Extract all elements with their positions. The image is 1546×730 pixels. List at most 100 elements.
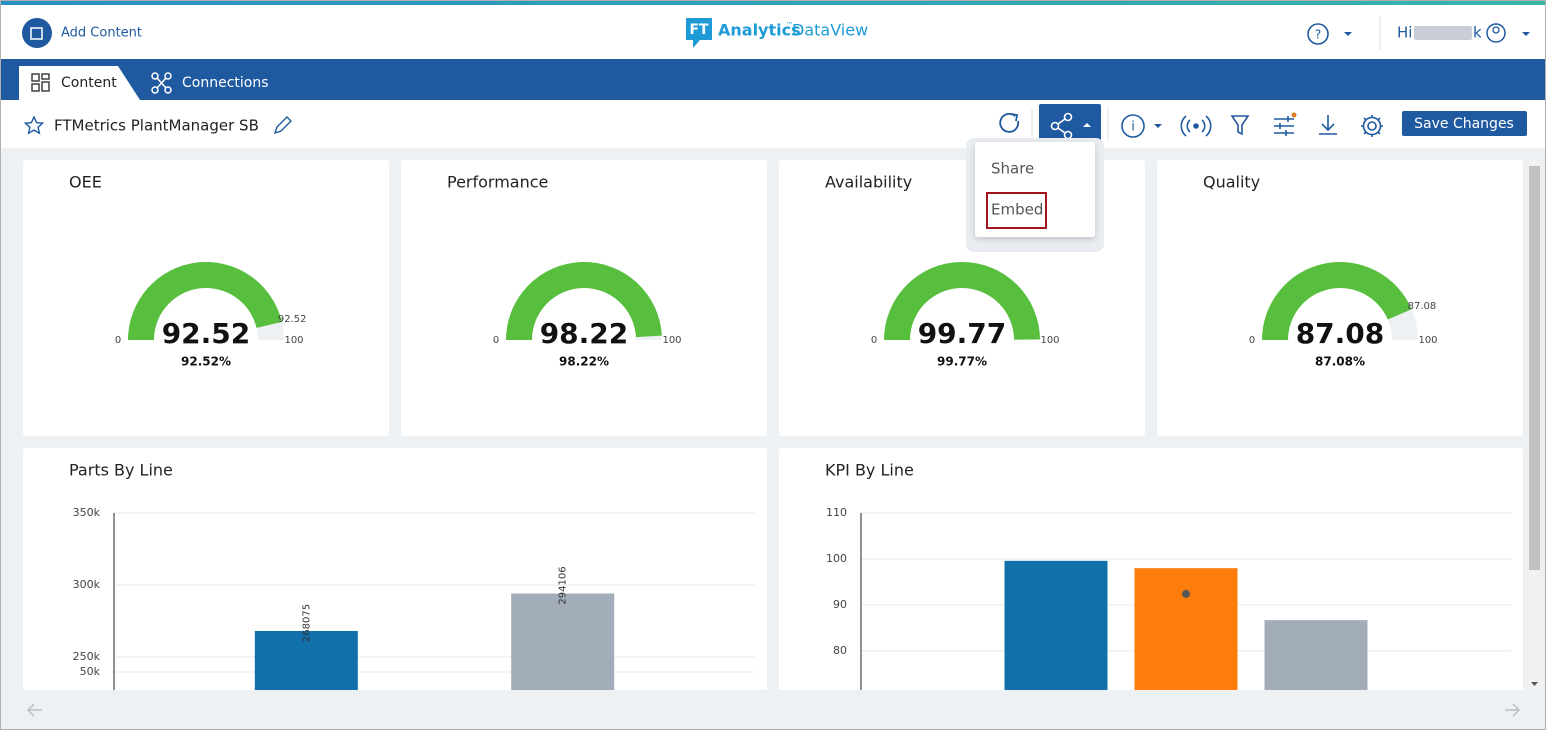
logo-product: DataView — [792, 21, 868, 40]
scrollbar-thumb[interactable] — [1529, 166, 1540, 570]
tab-icon — [151, 72, 172, 94]
logo-tm: ™ — [786, 21, 793, 29]
info-button[interactable]: i — [1121, 114, 1162, 138]
bar — [511, 593, 615, 690]
tab-icon — [31, 73, 40, 82]
gauge-value: 92.52 — [162, 317, 251, 350]
gauge-max: 100 — [662, 335, 681, 346]
broadcast-button[interactable] — [1180, 115, 1212, 137]
favorite-star[interactable] — [23, 115, 45, 135]
toolbar — [0, 100, 1546, 148]
logo-badge-text: FT — [689, 22, 709, 38]
bar — [1264, 620, 1368, 690]
user-icon-head — [1492, 26, 1500, 34]
gauge-value: 87.08 — [1296, 317, 1385, 350]
chart-title: Parts By Line — [69, 461, 173, 480]
menu-item[interactable]: Share — [991, 160, 1034, 178]
card — [23, 160, 389, 436]
footer-strip — [0, 690, 1546, 730]
gauge-min: 0 — [1249, 335, 1255, 346]
filter-button[interactable] — [1230, 115, 1250, 136]
y-tick-label: 300k — [73, 578, 101, 591]
y-tick-label: 50k — [80, 665, 101, 678]
gauge-max: 100 — [1040, 335, 1059, 346]
save-label: Save Changes — [1414, 116, 1514, 132]
chart-title: Availability — [825, 173, 912, 192]
dashboard-content: OEE 0 100 92.52 92.52% 92.52 Performance 0 100 98… — [23, 160, 1523, 708]
bar — [254, 630, 358, 690]
save-bg — [1402, 111, 1527, 136]
gauge-max: 100 — [1418, 335, 1437, 346]
gauge-min: 0 — [871, 335, 877, 346]
add-content-label: Add Content — [61, 26, 142, 41]
gauge-fill — [1262, 261, 1412, 340]
y-tick-label: 80 — [833, 644, 847, 657]
card — [401, 160, 767, 436]
add-icon-glyph — [30, 27, 43, 40]
logo-badge — [686, 18, 712, 48]
gauge-percent: 87.08% — [1315, 355, 1365, 369]
menu-item[interactable]: Embed — [991, 201, 1043, 219]
data-label: 294106 — [558, 566, 569, 604]
bar — [1004, 560, 1108, 690]
logo: FT Analytics ™ DataView — [686, 18, 868, 48]
gauge-percent: 99.77% — [937, 355, 987, 369]
share-bg — [1039, 104, 1101, 143]
settings-sliders-button[interactable] — [1274, 112, 1297, 137]
gauge-fill — [884, 261, 1040, 340]
caret — [1083, 123, 1091, 127]
gauge-marker-label: 92.52 — [278, 314, 307, 325]
y-tick-label: 90 — [833, 598, 847, 611]
highlight-box — [986, 192, 1047, 229]
user-icon — [1486, 23, 1506, 43]
gauge-widget: OEE 0 100 92.52 92.52% 92.52 — [23, 160, 389, 436]
next-arrow[interactable] — [1505, 703, 1521, 717]
gear-button[interactable] — [1361, 115, 1383, 137]
tab-icon — [41, 81, 50, 92]
add-content-button[interactable]: Add Content — [22, 18, 142, 48]
chart-title: OEE — [69, 173, 102, 192]
accent-line — [0, 0, 1546, 5]
y-tick-label: 250k — [73, 650, 101, 663]
help-menu[interactable]: ? — [1307, 23, 1352, 45]
connections-tab[interactable]: Connections — [151, 72, 269, 94]
gauge-fill — [506, 262, 662, 340]
y-tick-label: 110 — [826, 506, 847, 519]
chart-title: Quality — [1203, 173, 1260, 192]
share-button[interactable] — [1039, 104, 1101, 143]
user-menu[interactable]: Hi k — [1397, 23, 1530, 43]
dashboard-title: FTMetrics PlantManager SB — [54, 117, 259, 135]
y-tick-label: 100 — [826, 552, 847, 565]
previous-arrow[interactable] — [26, 703, 42, 717]
header — [0, 0, 1546, 59]
tab-label: Content — [61, 75, 117, 91]
add-icon — [22, 18, 52, 48]
help-glyph: ? — [1315, 28, 1321, 42]
edit-icon[interactable] — [273, 116, 292, 135]
refresh-button[interactable] — [999, 113, 1020, 133]
share-menu: Share Embed — [966, 138, 1104, 252]
nav-bar — [0, 59, 1546, 100]
tab-icon — [31, 83, 40, 92]
share-icon — [1050, 112, 1073, 140]
gauge-value: 98.22 — [540, 317, 629, 350]
data-label: 268075 — [301, 604, 312, 642]
gauge-marker-label: 87.08 — [1408, 301, 1437, 312]
logo-name: Analytics — [718, 21, 801, 40]
save-changes-button[interactable]: Save Changes — [1402, 111, 1527, 136]
scroll-down[interactable] — [1531, 682, 1538, 686]
point — [1182, 589, 1190, 598]
svg-text:i: i — [1131, 120, 1135, 135]
y-tick-label: 350k — [73, 506, 101, 519]
user-greeting: Hi — [1397, 24, 1412, 42]
gauge-fill — [128, 261, 282, 340]
bar-widget: Parts By Line 350k 300k 250k 50k 268075 294106 — [23, 448, 767, 708]
bar-widget: KPI By Line 110 100 90 80 — [779, 448, 1523, 708]
card — [23, 448, 767, 708]
download-button[interactable] — [1319, 115, 1337, 135]
menu-panel — [975, 142, 1095, 237]
gauge-widget: Quality 0 100 87.08 87.08% 87.08 — [1157, 160, 1523, 436]
content-tab[interactable]: Content — [19, 66, 140, 100]
chart-title: Performance — [447, 173, 548, 192]
